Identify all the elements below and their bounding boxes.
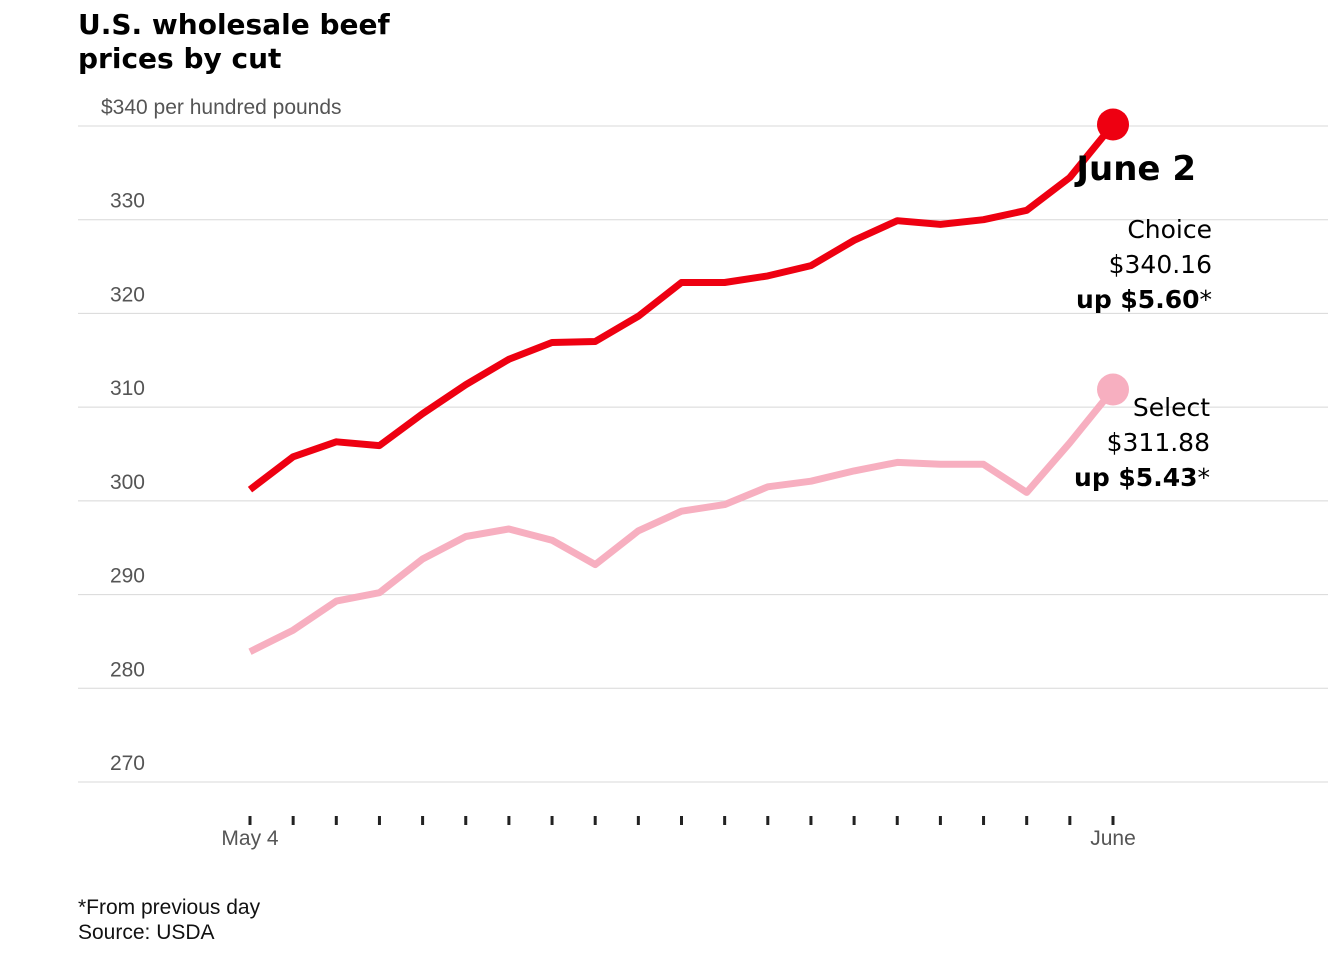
y-axis-labels: 270 280 290 300 310 320 330 $340 per hundred po… [101, 96, 342, 775]
y-tick-label-270: 270 [110, 752, 145, 775]
chart-footer: *From previous day Source: USDA [78, 895, 260, 945]
annotation-select-change: up $5.43 [1074, 463, 1197, 492]
y-tick-label-300: 300 [110, 471, 145, 494]
x-tick-label-0: May 4 [221, 827, 279, 850]
x-tick-label-20: June [1090, 827, 1136, 850]
y-tick-label-290: 290 [110, 565, 145, 588]
annotations: June 2 Choice $340.16 up $5.60* Select $… [1074, 149, 1212, 492]
y-tick-label-340: $340 per hundred pounds [101, 96, 342, 119]
annotation-select-change-line: up $5.43* [1074, 463, 1210, 492]
endpoint-marker-choice [1097, 108, 1129, 141]
annotation-choice-price: $340.16 [1109, 250, 1212, 279]
series-line-select [248, 387, 1116, 655]
annotation-select-asterisk: * [1198, 463, 1211, 492]
annotation-date: June 2 [1074, 149, 1196, 189]
chart-title: U.S. wholesale beef prices by cut [78, 8, 390, 75]
annotation-choice-change: up $5.60 [1076, 285, 1199, 314]
footnote: *From previous day [78, 896, 261, 919]
annotation-choice-change-line: up $5.60* [1076, 285, 1212, 314]
series-lines [247, 108, 1129, 655]
series-line-choice [247, 122, 1116, 493]
y-tick-label-320: 320 [110, 283, 145, 306]
source-credit: Source: USDA [78, 921, 215, 944]
y-tick-label-280: 280 [110, 658, 145, 681]
x-axis: May 4 June [221, 816, 1136, 850]
annotation-choice-label: Choice [1127, 215, 1212, 244]
annotation-select-price: $311.88 [1107, 428, 1210, 457]
y-tick-label-330: 330 [110, 190, 145, 213]
annotation-choice-asterisk: * [1200, 285, 1213, 314]
line-chart: 270 280 290 300 310 320 330 $340 per hundred po… [78, 96, 1328, 850]
annotation-select-label: Select [1133, 393, 1210, 422]
y-tick-label-310: 310 [110, 377, 145, 400]
endpoint-marker-select [1097, 373, 1129, 406]
